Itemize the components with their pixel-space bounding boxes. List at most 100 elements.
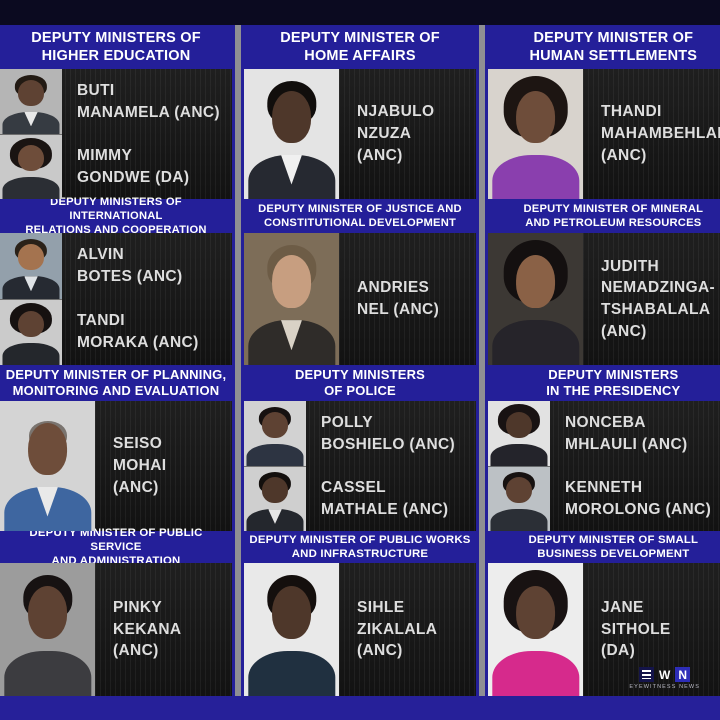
header-police: DEPUTY MINISTERS OF POLICE xyxy=(244,365,476,401)
silhouette-torso xyxy=(2,276,60,299)
silhouette-torso xyxy=(3,486,92,531)
silhouette-torso xyxy=(491,154,580,199)
portrait-polly-boshielo xyxy=(244,401,306,466)
header-presidency: DEPUTY MINISTERS IN THE PRESIDENCY xyxy=(488,365,720,401)
name-buti-manamela: BUTI MANAMELA (ANC) xyxy=(77,81,220,121)
name-list: SIHLE ZIKALALA (ANC) xyxy=(339,563,476,696)
silhouette-head xyxy=(261,411,289,438)
silhouette-head xyxy=(17,310,45,337)
photo-stack xyxy=(488,563,583,696)
panel-higher-education: BUTI MANAMELA (ANC) MIMMY GONDWE (DA) xyxy=(0,69,232,199)
photo-stack xyxy=(488,69,583,199)
panel-justice: ANDRIES NEL (ANC) xyxy=(244,233,476,365)
silhouette-head xyxy=(505,477,533,504)
silhouette-torso xyxy=(2,342,60,365)
photo-stack xyxy=(488,233,583,365)
portrait-njabulo-nzuza xyxy=(244,69,339,199)
column-middle: DEPUTY MINISTER OF HOME AFFAIRS NJABULO … xyxy=(244,25,476,696)
name-list: PINKY KEKANA (ANC) xyxy=(95,563,232,696)
name-thandi-mahambehlala: THANDI MAHAMBEHLALA (ANC) xyxy=(601,103,720,164)
header-public-service: DEPUTY MINISTER OF PUBLIC SERVICE AND AD… xyxy=(0,527,232,567)
header-home-affairs: DEPUTY MINISTER OF HOME AFFAIRS xyxy=(244,25,476,69)
silhouette-head xyxy=(515,255,556,309)
silhouette-head xyxy=(505,411,533,438)
name-alvin-botes: ALVIN BOTES (ANC) xyxy=(77,246,183,285)
silhouette-torso xyxy=(490,443,548,466)
ewn-n-letter: N xyxy=(675,667,691,682)
header-planning-monitoring: DEPUTY MINISTER OF PLANNING, MONITORING … xyxy=(0,365,232,401)
header-public-works: DEPUTY MINISTER OF PUBLIC WORKS AND INFR… xyxy=(244,531,476,563)
column-divider xyxy=(476,25,488,696)
name-jane-sithole: JANE SITHOLE (DA) xyxy=(601,598,671,660)
panel-human-settlements: THANDI MAHAMBEHLALA (ANC) xyxy=(488,69,720,199)
name-andries-nel: ANDRIES NEL (ANC) xyxy=(357,279,440,318)
portrait-jane-sithole xyxy=(488,563,583,696)
name-polly-boshielo: POLLY BOSHIELO (ANC) xyxy=(321,413,456,453)
name-list: ANDRIES NEL (ANC) xyxy=(339,233,476,365)
panel-police: POLLY BOSHIELO (ANC) CASSEL MATHALE (ANC… xyxy=(244,401,476,531)
name-seiso-mohai: SEISO MOHAI (ANC) xyxy=(113,435,167,496)
name-cassel-mathale: CASSEL MATHALE (ANC) xyxy=(321,478,449,518)
silhouette-torso xyxy=(491,320,580,365)
silhouette-head xyxy=(27,585,68,639)
panel-home-affairs: NJABULO NZUZA (ANC) xyxy=(244,69,476,199)
silhouette-head xyxy=(17,145,45,172)
silhouette-torso xyxy=(2,111,60,134)
portrait-mimmy-gondwe xyxy=(0,133,62,199)
panel-international-relations: ALVIN BOTES (ANC) TANDI MORAKA (ANC) xyxy=(0,233,232,365)
silhouette-head xyxy=(515,91,556,144)
name-list: BUTI MANAMELA (ANC) MIMMY GONDWE (DA) xyxy=(62,69,232,199)
name-nonceba-mhlauli: NONCEBA MHLAULI (ANC) xyxy=(565,413,688,453)
panel-public-works: SIHLE ZIKALALA (ANC) xyxy=(244,563,476,696)
name-list: JANE SITHOLE (DA) xyxy=(583,563,720,696)
name-list: THANDI MAHAMBEHLALA (ANC) xyxy=(583,69,720,199)
name-sihle-zikalala: SIHLE ZIKALALA (ANC) xyxy=(357,598,438,660)
ewn-tagline: EYEWITNESS NEWS xyxy=(629,684,700,690)
panel-planning-monitoring: SEISO MOHAI (ANC) xyxy=(0,401,232,531)
silhouette-head xyxy=(515,585,556,639)
header-justice: DEPUTY MINISTER OF JUSTICE AND CONSTITUT… xyxy=(244,199,476,233)
portrait-pinky-kekana xyxy=(0,563,95,696)
portrait-tandi-moraka xyxy=(0,298,62,365)
ewn-e-icon xyxy=(639,667,654,682)
photo-stack xyxy=(244,401,306,531)
photo-stack xyxy=(0,69,62,199)
panel-presidency: NONCEBA MHLAULI (ANC) KENNETH MOROLONG (… xyxy=(488,401,720,531)
top-strip xyxy=(0,0,720,25)
sections-grid: DEPUTY MINISTERS OF HIGHER EDUCATION xyxy=(0,25,720,696)
silhouette-torso xyxy=(247,154,336,199)
silhouette-head xyxy=(17,79,45,106)
portrait-andries-nel xyxy=(244,233,339,365)
photo-stack xyxy=(0,563,95,696)
column-left: DEPUTY MINISTERS OF HIGHER EDUCATION xyxy=(0,25,232,696)
header-mineral-petroleum: DEPUTY MINISTER OF MINERAL AND PETROLEUM… xyxy=(488,199,720,233)
silhouette-head xyxy=(27,423,68,476)
header-higher-education: DEPUTY MINISTERS OF HIGHER EDUCATION xyxy=(0,25,232,69)
silhouette-torso xyxy=(246,443,304,466)
portrait-nonceba-mhlauli xyxy=(488,401,550,466)
header-small-business: DEPUTY MINISTER OF SMALL BUSINESS DEVELO… xyxy=(488,531,720,563)
silhouette-torso xyxy=(3,650,92,696)
name-list: NJABULO NZUZA (ANC) xyxy=(339,69,476,199)
photo-stack xyxy=(244,69,339,199)
silhouette-torso xyxy=(2,177,60,199)
photo-stack xyxy=(488,401,550,531)
portrait-buti-manamela xyxy=(0,69,62,134)
bottom-strip xyxy=(0,696,720,720)
name-list: JUDITH NEMADZINGA- TSHABALALA (ANC) xyxy=(583,233,720,365)
name-list: ALVIN BOTES (ANC) TANDI MORAKA (ANC) xyxy=(62,233,232,365)
name-kenneth-morolong: KENNETH MOROLONG (ANC) xyxy=(565,478,712,518)
name-judith-nemadzinga-tshabalala: JUDITH NEMADZINGA- TSHABALALA (ANC) xyxy=(601,257,716,340)
portrait-cassel-mathale xyxy=(244,465,306,531)
photo-stack xyxy=(0,401,95,531)
silhouette-head xyxy=(271,255,312,309)
column-right: DEPUTY MINISTER OF HUMAN SETTLEMENTS THA… xyxy=(488,25,720,696)
ewn-w-letter: W xyxy=(659,667,671,682)
portrait-kenneth-morolong xyxy=(488,465,550,531)
column-divider xyxy=(232,25,244,696)
panel-public-service: PINKY KEKANA (ANC) xyxy=(0,563,232,696)
silhouette-torso xyxy=(247,650,336,696)
photo-stack xyxy=(0,233,62,365)
silhouette-torso xyxy=(247,320,336,365)
